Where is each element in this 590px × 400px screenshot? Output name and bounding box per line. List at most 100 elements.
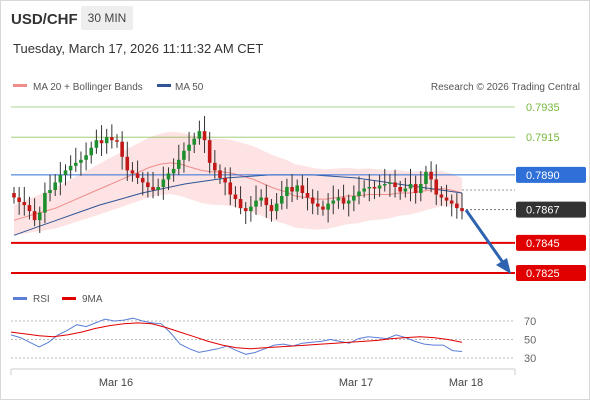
forecast-arrow-shaft [464,209,506,265]
candle-body [254,200,258,207]
rsi-ma9-line [10,322,463,350]
ma9-legend-label: 9MA [82,294,103,305]
candle-body [419,183,423,194]
candle-body [439,194,444,198]
candle-body [264,197,269,206]
candle-body [336,197,341,201]
candle-body [357,191,361,197]
candle-body [362,188,366,192]
interval-button[interactable]: 30 MIN [81,6,133,30]
last-price-tag [516,201,586,218]
candle-body [22,202,27,206]
x-tick-label: Mar 18 [449,377,483,389]
candle-body [156,186,160,190]
candle-body [213,162,217,171]
candle-body [58,174,63,183]
candle-body [135,173,140,178]
candle-body [352,196,356,201]
candle-body [388,182,392,184]
candle-body [182,150,186,160]
candle-body [300,185,305,194]
candle-body [187,144,191,151]
candle-body [331,200,336,204]
candle-body [346,200,351,204]
ma20-legend-label: MA 20 + Bollinger Bands [33,82,143,93]
candle-body [68,165,73,171]
candle-body [269,205,274,212]
candle-body [228,182,233,195]
candle-body [151,186,155,190]
forecast-arrow-head [496,258,511,274]
candle-body [89,147,94,156]
candle-body [166,173,171,180]
target-label: 0.7845 [526,238,560,250]
candle-body [274,203,279,212]
ma50-legend-swatch [157,84,171,87]
candle-body [316,203,320,207]
rsi-tick-label: 70 [524,316,536,328]
candle-body [460,208,464,212]
candle-body [27,205,32,212]
candles [12,116,464,234]
candle-body [403,188,408,192]
candle-body [243,208,248,212]
candle-body [434,179,439,195]
candle-body [285,186,289,197]
last-price-label: 0.7867 [526,205,560,217]
candle-body [94,140,99,148]
candle-body [115,140,119,142]
candle-body [377,185,382,189]
candle-body [48,190,52,194]
ma20-legend-swatch [13,84,27,87]
candle-body [382,183,387,186]
candle-body [161,179,166,187]
candle-body [367,186,372,189]
symbol-title: USD/CHF [11,11,78,28]
rsi-panel: 70 50 30 [10,316,536,365]
candle-body [279,196,284,204]
credit-label: Research © 2026 Trading Central [431,82,580,93]
candle-body [429,171,433,180]
candle-body [110,137,114,141]
level-lines [11,106,515,274]
candle-body [79,159,83,163]
candle-body [238,199,243,209]
candle-body [12,193,16,198]
rsi-line [10,317,463,355]
candle-body [259,197,263,201]
target-tag [516,265,586,281]
candle-body [53,182,57,190]
candle-body [455,203,459,209]
candle-body [32,211,37,221]
rsi-legend-label: RSI [33,294,50,305]
x-tick-label: Mar 16 [99,377,133,389]
resistance-label: 0.7915 [526,132,560,144]
candle-body [218,170,222,178]
x-tick-label: Mar 17 [339,377,373,389]
candle-body [171,168,176,174]
candle-body [408,183,413,189]
candle-body [424,171,428,184]
candle-body [295,185,300,192]
candle-body [249,206,253,212]
candle-body [99,140,104,144]
candle-body [393,182,397,187]
candle-body [43,193,47,213]
candle-body [444,197,449,201]
candle-body [63,170,68,175]
candle-body [176,159,181,169]
candle-body [233,194,238,200]
target-label: 0.7825 [526,268,560,280]
datetime-label: Tuesday, March 17, 2026 11:11:32 AM CET [13,41,264,56]
candle-body [398,186,403,192]
candle-body [73,162,78,166]
candle-body [146,182,150,187]
candle-body [321,206,325,210]
candle-body [207,140,212,163]
candle-body [326,203,330,210]
candle-body [202,131,207,141]
candle-body [84,155,88,160]
candle-body [413,183,418,194]
ma50-legend-label: MA 50 [175,82,204,93]
